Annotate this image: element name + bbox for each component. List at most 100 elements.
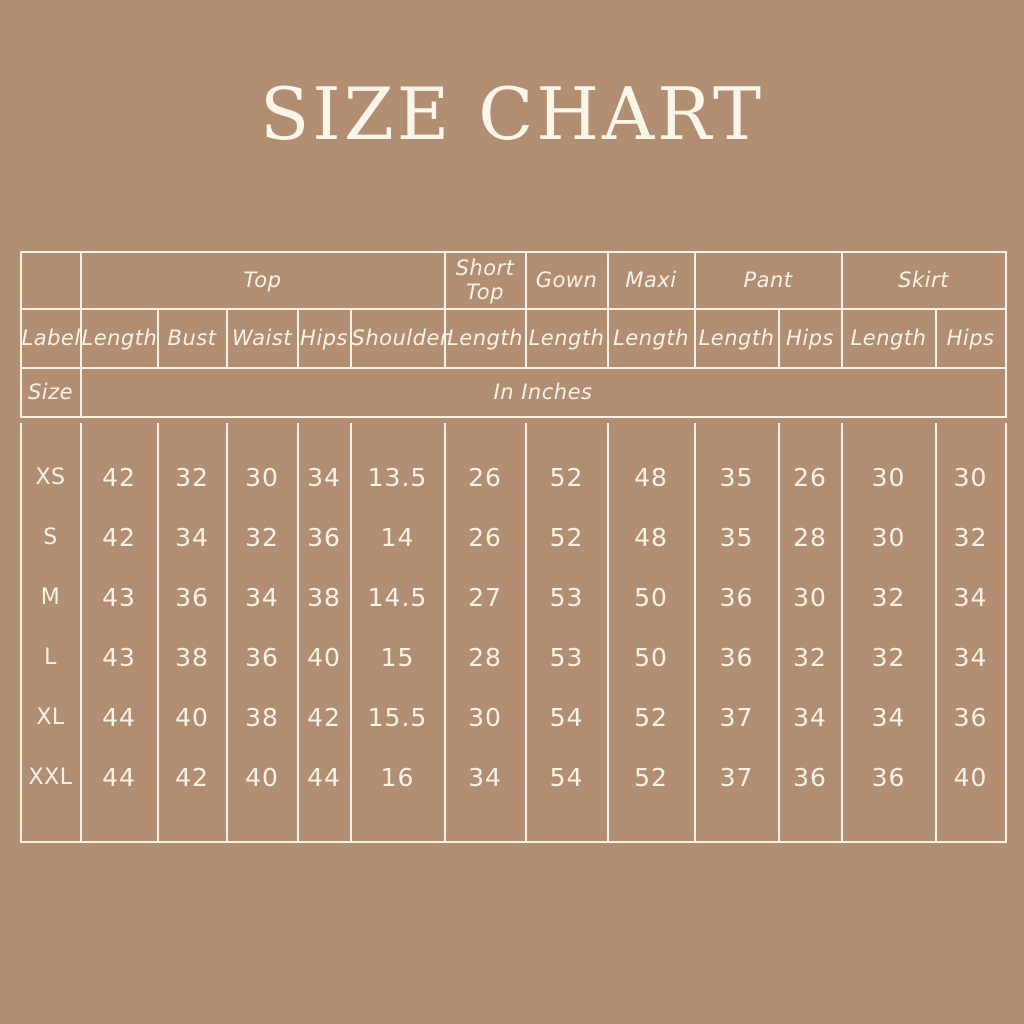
measure-header-cell: Length bbox=[524, 307, 609, 369]
value-cell: 36 bbox=[840, 747, 937, 808]
measure-header-cell: Length bbox=[606, 307, 696, 369]
value-cell: 36 bbox=[296, 507, 352, 568]
value-cell: 30 bbox=[443, 687, 527, 748]
value-cell: 32 bbox=[840, 567, 937, 628]
value-cell: 34 bbox=[934, 567, 1007, 628]
label-header-cell: Label bbox=[19, 307, 82, 369]
table-row-xl: XL 44 40 38 42 15.5 30 54 52 37 34 34 36 bbox=[19, 687, 1007, 748]
value-cell: 42 bbox=[79, 447, 159, 508]
value-cell: 30 bbox=[840, 447, 937, 508]
value-cell: 32 bbox=[840, 627, 937, 688]
measure-header-cell: Hips bbox=[296, 307, 352, 369]
value-cell: 53 bbox=[524, 567, 609, 628]
value-cell: 27 bbox=[443, 567, 527, 628]
value-cell: 28 bbox=[443, 627, 527, 688]
value-cell: 15.5 bbox=[349, 687, 446, 748]
measure-header-row: Label Length Bust Waist Hips Shoulder Le… bbox=[19, 307, 1007, 369]
table-row-xxl: XXL 44 42 40 44 16 34 54 52 37 36 36 40 bbox=[19, 747, 1007, 808]
body-bottom-spacer-row bbox=[19, 807, 1007, 842]
value-cell: 50 bbox=[606, 567, 696, 628]
value-cell: 16 bbox=[349, 747, 446, 808]
table-row-m: M 43 36 34 38 14.5 27 53 50 36 30 32 34 bbox=[19, 567, 1007, 628]
value-cell: 50 bbox=[606, 627, 696, 688]
value-cell: 40 bbox=[934, 747, 1007, 808]
value-cell: 14 bbox=[349, 507, 446, 568]
measure-header-cell: Hips bbox=[934, 307, 1007, 369]
value-cell: 44 bbox=[296, 747, 352, 808]
page-title: SIZE CHART bbox=[259, 72, 765, 156]
group-header-skirt: Skirt bbox=[840, 250, 1007, 310]
value-cell: 52 bbox=[606, 687, 696, 748]
value-cell: 14.5 bbox=[349, 567, 446, 628]
value-cell: 26 bbox=[443, 507, 527, 568]
value-cell: 36 bbox=[777, 747, 843, 808]
size-cell: M bbox=[19, 567, 82, 628]
value-cell: 36 bbox=[156, 567, 228, 628]
value-cell: 48 bbox=[606, 507, 696, 568]
value-cell: 40 bbox=[156, 687, 228, 748]
value-cell: 30 bbox=[225, 447, 299, 508]
body-top-spacer-row bbox=[19, 422, 1007, 448]
value-cell: 35 bbox=[693, 447, 780, 508]
measure-header-cell: Length bbox=[693, 307, 780, 369]
value-cell: 43 bbox=[79, 627, 159, 688]
value-cell: 35 bbox=[693, 507, 780, 568]
value-cell: 43 bbox=[79, 567, 159, 628]
value-cell: 34 bbox=[156, 507, 228, 568]
value-cell: 36 bbox=[693, 627, 780, 688]
size-cell: XS bbox=[19, 447, 82, 508]
group-header-top: Top bbox=[79, 250, 446, 310]
units-cell: In Inches bbox=[79, 366, 1007, 418]
value-cell: 15 bbox=[349, 627, 446, 688]
value-cell: 32 bbox=[225, 507, 299, 568]
value-cell: 42 bbox=[296, 687, 352, 748]
value-cell: 30 bbox=[934, 447, 1007, 508]
value-cell: 54 bbox=[524, 687, 609, 748]
value-cell: 54 bbox=[524, 747, 609, 808]
group-header-row: Top Short Top Gown Maxi Pant Skirt bbox=[19, 250, 1007, 310]
value-cell: 38 bbox=[156, 627, 228, 688]
value-cell: 34 bbox=[777, 687, 843, 748]
measure-header-cell: Shoulder bbox=[349, 307, 449, 369]
value-cell: 30 bbox=[777, 567, 843, 628]
value-cell: 34 bbox=[443, 747, 527, 808]
value-cell: 34 bbox=[840, 687, 937, 748]
measure-header-cell: Length bbox=[79, 307, 159, 369]
value-cell: 36 bbox=[934, 687, 1007, 748]
value-cell: 26 bbox=[777, 447, 843, 508]
measure-header-cell: Length bbox=[443, 307, 527, 369]
table-row-l: L 43 38 36 40 15 28 53 50 36 32 32 34 bbox=[19, 627, 1007, 688]
group-header-gown: Gown bbox=[524, 250, 609, 310]
measure-header-cell: Hips bbox=[777, 307, 843, 369]
table-row-xs: XS 42 32 30 34 13.5 26 52 48 35 26 30 30 bbox=[19, 447, 1007, 508]
size-cell: S bbox=[19, 507, 82, 568]
value-cell: 44 bbox=[79, 747, 159, 808]
value-cell: 40 bbox=[296, 627, 352, 688]
measure-header-cell: Bust bbox=[156, 307, 228, 369]
size-chart: Top Short Top Gown Maxi Pant Skirt Label… bbox=[19, 250, 1007, 843]
value-cell: 42 bbox=[156, 747, 228, 808]
value-cell: 26 bbox=[443, 447, 527, 508]
value-cell: 37 bbox=[693, 747, 780, 808]
value-cell: 28 bbox=[777, 507, 843, 568]
size-cell: XXL bbox=[19, 747, 82, 808]
value-cell: 52 bbox=[524, 447, 609, 508]
value-cell: 34 bbox=[296, 447, 352, 508]
value-cell: 34 bbox=[934, 627, 1007, 688]
value-cell: 36 bbox=[693, 567, 780, 628]
table-row-s: S 42 34 32 36 14 26 52 48 35 28 30 32 bbox=[19, 507, 1007, 568]
value-cell: 13.5 bbox=[349, 447, 446, 508]
value-cell: 52 bbox=[606, 747, 696, 808]
size-chart-body-table: XS 42 32 30 34 13.5 26 52 48 35 26 30 30… bbox=[19, 422, 1007, 843]
size-header-cell: Size bbox=[19, 366, 82, 418]
value-cell: 32 bbox=[777, 627, 843, 688]
group-header-pant: Pant bbox=[693, 250, 843, 310]
value-cell: 36 bbox=[225, 627, 299, 688]
value-cell: 34 bbox=[225, 567, 299, 628]
size-cell: XL bbox=[19, 687, 82, 748]
size-chart-header-table: Top Short Top Gown Maxi Pant Skirt Label… bbox=[19, 250, 1007, 418]
value-cell: 40 bbox=[225, 747, 299, 808]
value-cell: 48 bbox=[606, 447, 696, 508]
value-cell: 38 bbox=[296, 567, 352, 628]
value-cell: 32 bbox=[934, 507, 1007, 568]
